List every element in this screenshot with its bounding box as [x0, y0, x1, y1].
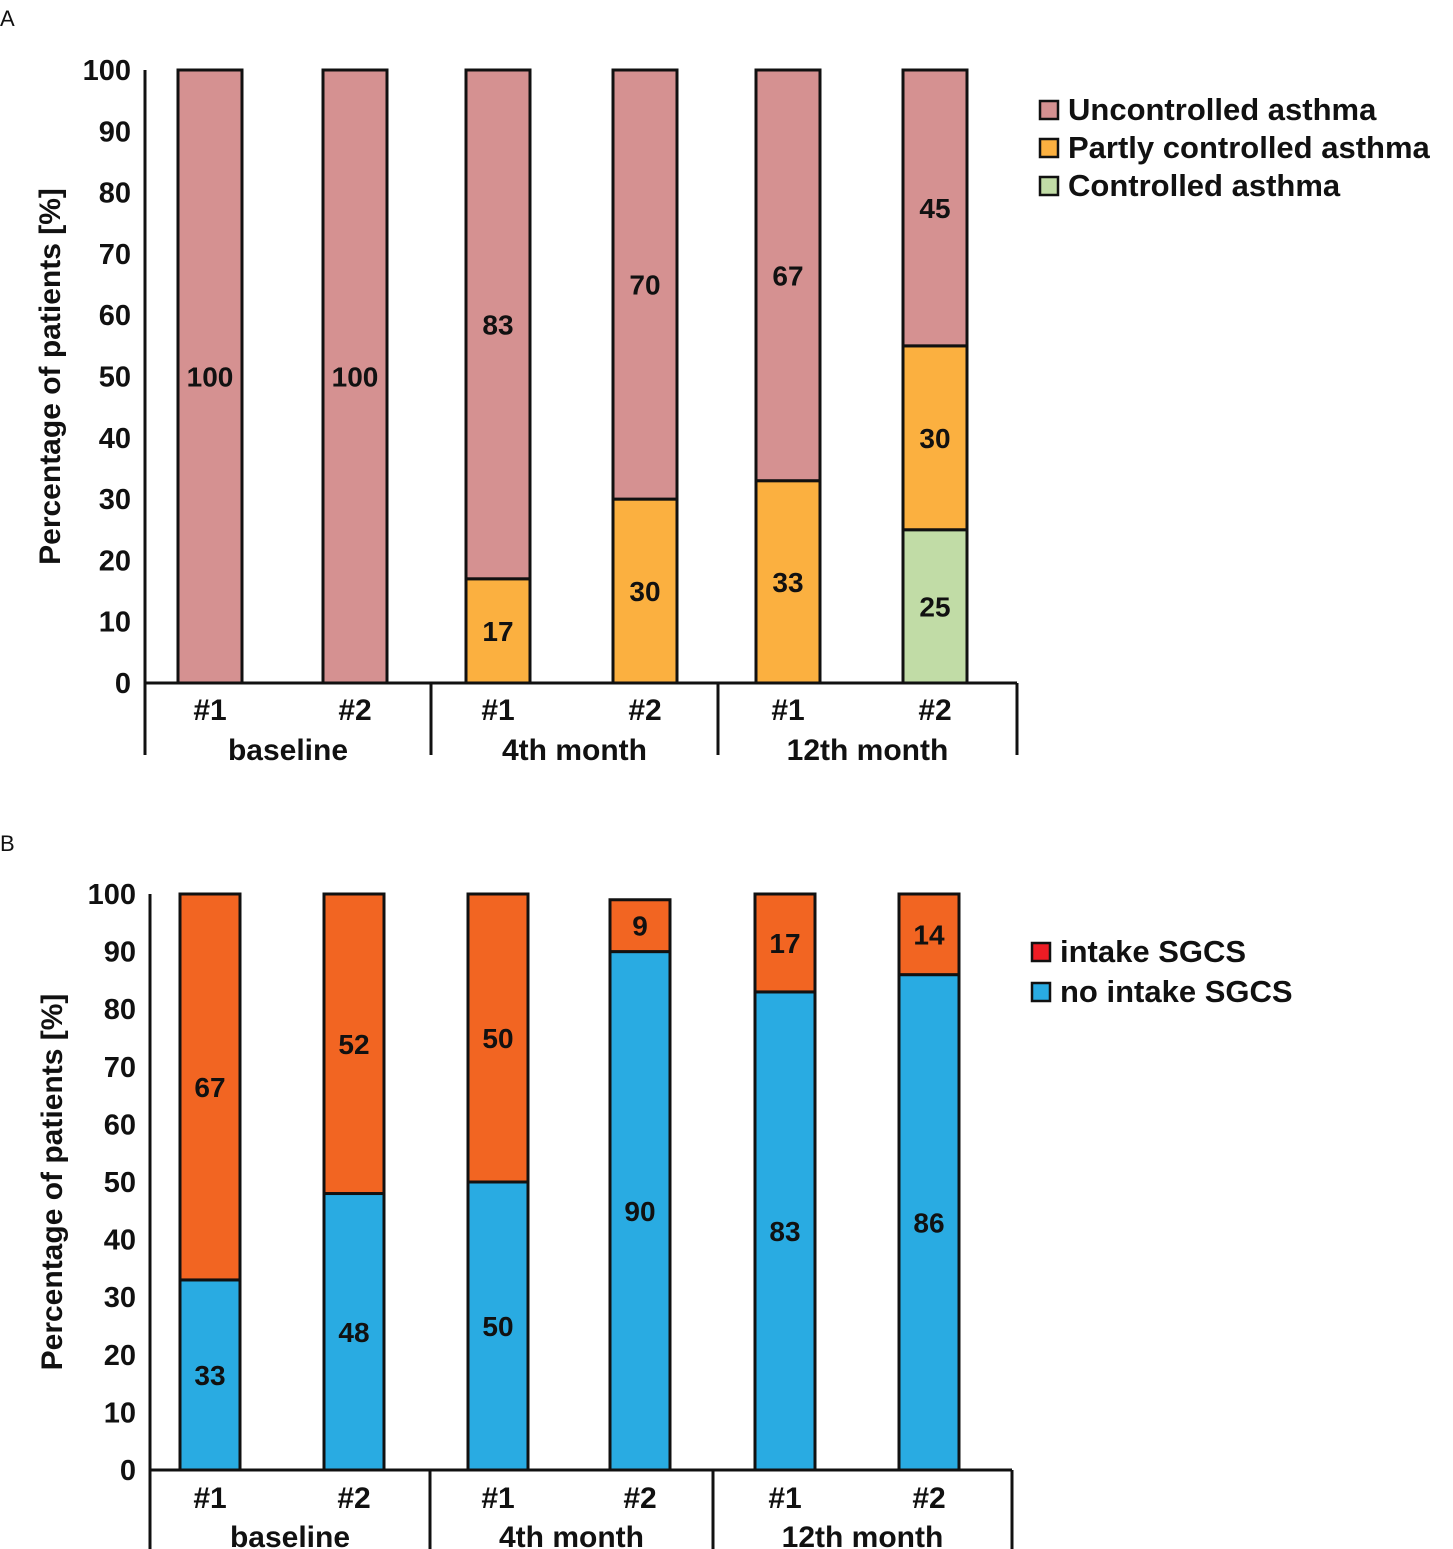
panel-a-ytick-label: 0	[115, 668, 131, 700]
panel-b-bar-value-label: 33	[194, 1360, 225, 1391]
panel-b-bar-value-label: 50	[482, 1311, 513, 1342]
panel-b-bar-value-label: 9	[632, 911, 648, 942]
panel-a-ytick-label: 50	[99, 362, 131, 394]
panel-a-legend-label: Uncontrolled asthma	[1068, 92, 1377, 127]
panel-b-bar-value-label: 48	[338, 1317, 369, 1348]
panel-a-legend-swatch	[1038, 137, 1060, 159]
panel-b-bar-segment	[608, 898, 672, 954]
panel-b-bar-segment	[322, 892, 386, 1196]
panel-b-bar-value-label: 67	[194, 1072, 225, 1103]
panel-a-category-label: #2	[628, 694, 661, 727]
panel-a-bar-value-label: 45	[919, 193, 950, 224]
panel-b-bar-value-label: 90	[624, 1196, 655, 1227]
panel-b-bar-segment	[897, 892, 961, 977]
panel-b-ytick-label: 20	[104, 1340, 136, 1372]
panel-a-ytick-label: 60	[99, 300, 131, 332]
panel-a-bar-value-label: 17	[482, 616, 513, 647]
panel-a-category-label: #1	[771, 694, 804, 727]
panel-a-bar-segment	[901, 68, 969, 348]
panel-b-bar-value-label: 17	[769, 928, 800, 959]
panel-b-bar-value-label: 14	[913, 919, 945, 950]
panel-a-bar-segment	[754, 68, 822, 483]
panel-b-letter: B	[0, 831, 15, 856]
panel-a-legend-swatch	[1038, 175, 1060, 197]
panel-a-bar-value-label: 30	[919, 423, 950, 454]
panel-a-bar-segment	[901, 344, 969, 532]
panel-a-legend-swatch	[1038, 99, 1060, 121]
panel-a-y-axis-title: Percentage of patients [%]	[34, 188, 67, 565]
panel-a-bar-value-label: 100	[332, 362, 379, 393]
panel-a-bar-value-label: 25	[919, 591, 950, 622]
panel-b-bar-segment	[466, 1180, 530, 1472]
panel-a-bar-value-label: 100	[187, 362, 234, 393]
panel-a-group-label: 12th month	[787, 734, 949, 767]
panel-a-legend-label: Partly controlled asthma	[1068, 130, 1431, 165]
panel-a-bar-segment	[464, 68, 532, 581]
panel-b-bar-segment	[753, 892, 817, 994]
panel-b-ytick-label: 90	[104, 937, 136, 969]
panel-b-y-axis-title: Percentage of patients [%]	[36, 994, 69, 1371]
panel-b-bar-value-label: 83	[769, 1216, 800, 1247]
panel-b-category-label: #2	[912, 1482, 945, 1515]
panel-a-bar-value-label: 33	[772, 567, 803, 598]
panel-a-group-label: 4th month	[502, 734, 647, 767]
panel-a-bar-segment	[321, 68, 389, 685]
panel-b-ytick-label: 60	[104, 1109, 136, 1141]
panel-a-category-label: #2	[338, 694, 371, 727]
panel-a-category-label: #1	[481, 694, 514, 727]
panel-a-category-label: #2	[918, 694, 951, 727]
panel-a-ytick-label: 30	[99, 484, 131, 516]
panel-b-bar-segment	[178, 892, 242, 1282]
panel-b-bar-value-label: 52	[338, 1029, 369, 1060]
panel-a-ytick-label: 70	[99, 239, 131, 271]
panel-b-legend-label: no intake SGCS	[1060, 974, 1293, 1009]
panel-b-group-label: baseline	[230, 1521, 350, 1549]
panel-a-ytick-label: 10	[99, 607, 131, 639]
panel-b-category-label: #1	[193, 1482, 226, 1515]
panel-a-ytick-label: 80	[99, 178, 131, 210]
panel-b-ytick-label: 0	[120, 1455, 136, 1487]
panel-b-bar-segment	[897, 973, 961, 1472]
panel-a-ytick-label: 40	[99, 423, 131, 455]
panel-a-category-label: #1	[193, 694, 226, 727]
panel-a-ytick-label: 90	[99, 116, 131, 148]
panel-b-group-label: 4th month	[499, 1521, 644, 1549]
panel-a-legend-label: Controlled asthma	[1068, 168, 1341, 203]
panel-b-legend-swatch	[1030, 941, 1052, 963]
panel-a-group-label: baseline	[228, 734, 348, 767]
panel-a-bar-value-label: 30	[629, 576, 660, 607]
panel-b-legend-swatch	[1030, 981, 1052, 1003]
panel-b-ytick-label: 80	[104, 994, 136, 1026]
panel-b-ytick-label: 100	[88, 879, 136, 911]
panel-b-category-label: #2	[337, 1482, 370, 1515]
panel-a-bar-value-label: 67	[772, 260, 803, 291]
panel-b-group-label: 12th month	[782, 1521, 944, 1549]
panel-b-ytick-label: 40	[104, 1225, 136, 1257]
panel-a-bar-value-label: 70	[629, 270, 660, 301]
panel-b-category-label: #1	[481, 1482, 514, 1515]
panel-b-bar-segment	[466, 892, 530, 1184]
panel-b-bar-value-label: 86	[913, 1207, 944, 1238]
panel-b-ytick-label: 70	[104, 1052, 136, 1084]
panel-b-ytick-label: 30	[104, 1282, 136, 1314]
panel-b-legend-label: intake SGCS	[1060, 934, 1246, 969]
panel-a-letter: A	[0, 6, 15, 31]
panel-b-ytick-label: 50	[104, 1167, 136, 1199]
panel-b-category-label: #2	[623, 1482, 656, 1515]
panel-b-category-label: #1	[768, 1482, 801, 1515]
panel-b-ytick-label: 10	[104, 1397, 136, 1429]
panel-a-bar-segment	[611, 68, 679, 501]
panel-b-bar-segment	[322, 1192, 386, 1472]
panel-a-ytick-label: 100	[83, 55, 131, 87]
panel-a-bar-value-label: 83	[482, 309, 513, 340]
panel-a-bar-segment	[176, 68, 244, 685]
panel-b-bar-value-label: 50	[482, 1023, 513, 1054]
panel-a-ytick-label: 20	[99, 545, 131, 577]
